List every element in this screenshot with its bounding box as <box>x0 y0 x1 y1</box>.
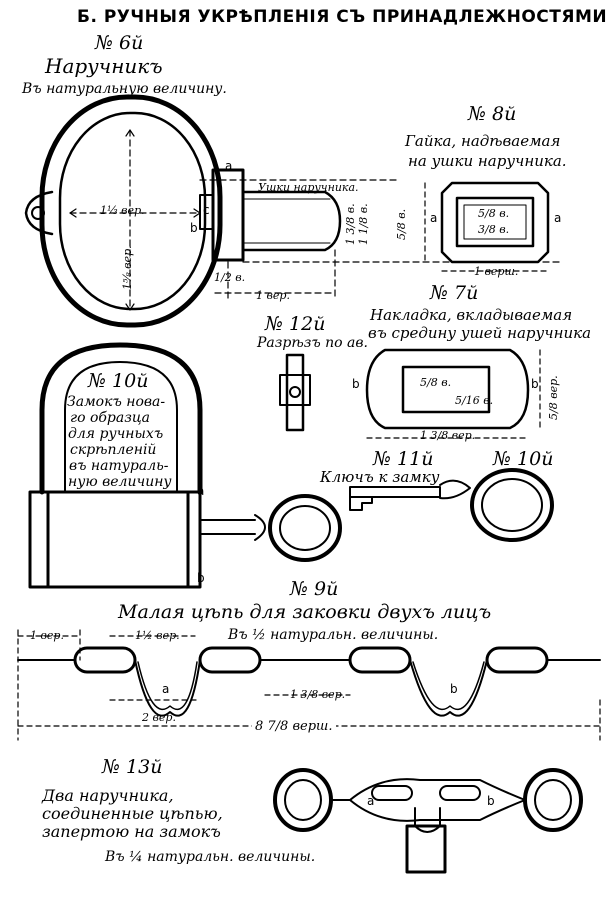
fig10-letter-b: b <box>197 571 205 585</box>
fig9-number: № 9й <box>290 578 339 600</box>
fig7-inner-h-dim: 5/16 в. <box>455 394 494 407</box>
fig9-dim-2: 1½ вер. <box>135 629 180 642</box>
handcuff-pair-drawing <box>273 768 583 874</box>
section-drawing <box>279 353 311 432</box>
plate-drawing <box>365 348 541 439</box>
fig6-title: Наручникъ <box>45 54 163 78</box>
fig12-number: № 12й <box>265 313 326 335</box>
fig6-letter-b: b <box>190 221 198 235</box>
fig10-caption-line4: скрѣпленій <box>70 442 157 458</box>
fig7-title-line2: въ средину ушей наручника <box>368 324 592 342</box>
fig13-caption-line2: соединенные цѣпью, <box>42 804 223 823</box>
fig6-length-dim: 1 вер. <box>256 289 290 302</box>
fig7-letter-b-left: b <box>352 377 360 391</box>
fig7-letter-b-right: b <box>531 377 539 391</box>
fig12-caption: Разрѣзъ по ав. <box>257 335 368 351</box>
fig8-inner-h-dim: 3/8 в. <box>478 223 510 236</box>
fig9-title: Малая цѣпь для заковки двухъ лицъ <box>118 601 492 623</box>
fig6-ear-width-dim: 1 1/8 в. <box>357 203 370 245</box>
fig7-title-line1: Накладка, вкладываемая <box>370 306 573 324</box>
fig7-height-dim: 5/8 вер. <box>547 375 560 420</box>
fig10-letter-a: a <box>197 484 205 498</box>
fig8-height-dim: 5/8 в. <box>395 208 408 240</box>
fig6-ear-height-dim: 1 3/8 в. <box>344 203 357 245</box>
fig6-letter-a: a <box>225 159 233 173</box>
fig9-scale: Въ ½ натуральн. величины. <box>228 627 439 643</box>
fig6-letter-c: c <box>203 203 210 217</box>
fig6-ears-label: Ушки наручника. <box>258 181 359 194</box>
fig10-caption-line3: для ручныхъ <box>68 426 164 442</box>
fig6-number: № 6й <box>95 32 144 54</box>
fig13-scale: Въ ¼ натуральн. величины. <box>105 849 316 865</box>
fig9-letter-b: b <box>450 682 458 696</box>
fig13-letter-b: b <box>487 794 495 808</box>
fig6-scale: Въ натуральную величину. <box>22 81 227 97</box>
fig11-caption: Ключъ к замку <box>320 468 440 486</box>
fig8-title-line1: Гайка, надѣваемая <box>405 132 561 150</box>
fig10-number: № 10й <box>88 370 149 392</box>
fig13-caption-line1: Два наручника, <box>42 786 174 805</box>
fig10-caption-line6: ную величину <box>68 474 172 490</box>
fig8-number: № 8й <box>468 103 517 125</box>
padlock-drawing <box>28 342 342 589</box>
fig6-gap-dim: 1/2 в. <box>214 271 246 284</box>
fig9-dim-3: 2 вер. <box>142 711 176 724</box>
fig9-total-dim: 8 7/8 верш. <box>252 720 336 733</box>
fig8-letter-a-left: a <box>430 211 438 225</box>
fig6-width-dim: 1⅓ вер. <box>100 204 145 217</box>
sheet-title: Б. РУЧНЫЯ УКРѢПЛЕНІЯ СЪ ПРИНАДЛЕЖНОСТЯМИ <box>77 7 608 27</box>
fig13-number: № 13й <box>102 756 163 778</box>
fig8-letter-a-right: a <box>554 211 562 225</box>
fig7-number: № 7й <box>430 282 479 304</box>
fig8-inner-w-dim: 5/8 в. <box>478 207 510 220</box>
fig13-caption-line3: запертою на замокъ <box>42 822 221 841</box>
fig10-caption-line2: го образца <box>70 410 150 426</box>
fig10-caption-line5: въ натураль- <box>69 458 169 474</box>
fig11-number: № 11й <box>373 448 434 470</box>
fig9-dim-1: 1 вер. <box>30 629 64 642</box>
fig6-height-dim: 1⅝ вер. <box>121 245 134 290</box>
fig8-width-dim: 1 верш. <box>474 265 519 278</box>
fig7-inner-w-dim: 5/8 в. <box>420 376 452 389</box>
fig10-caption-line1: Замокъ нова- <box>67 394 166 410</box>
nut-drawing <box>424 181 550 272</box>
fig9-letter-a: a <box>162 682 170 696</box>
fig10b-number: № 10й <box>493 448 554 470</box>
key-drawing <box>349 468 554 542</box>
fig8-title-line2: на ушки наручника. <box>408 152 567 170</box>
fig13-letter-a: a <box>367 794 375 808</box>
fig9-dim-4: 1 3/8 вер. <box>290 688 346 701</box>
fig7-width-dim: 1 3/8 вер. <box>420 429 476 442</box>
